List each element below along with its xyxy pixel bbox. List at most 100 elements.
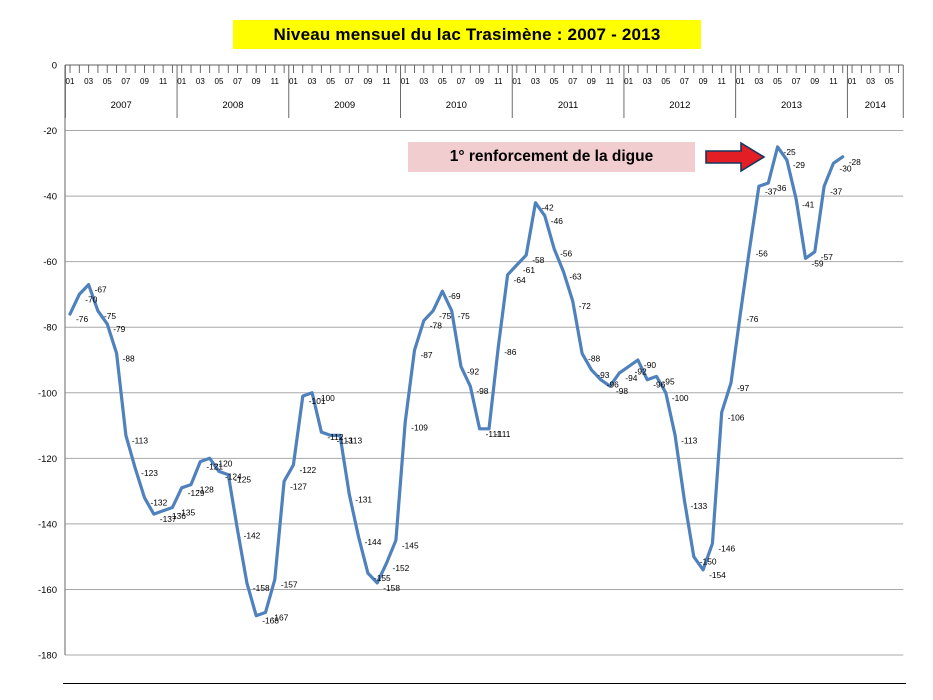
svg-text:-75: -75 — [439, 311, 451, 321]
year-label: 2014 — [865, 100, 886, 111]
svg-text:01: 01 — [401, 77, 410, 86]
svg-text:09: 09 — [699, 77, 708, 86]
svg-text:-40: -40 — [43, 192, 57, 203]
year-label: 2010 — [446, 100, 467, 111]
svg-text:-120: -120 — [216, 458, 233, 468]
svg-text:05: 05 — [215, 77, 224, 86]
data-labels: -76-70-67-75-79-88-113-123-132-137-136-1… — [76, 147, 861, 626]
svg-text:-180: -180 — [38, 651, 57, 662]
svg-text:07: 07 — [233, 77, 242, 86]
svg-text:-121: -121 — [206, 462, 223, 472]
svg-text:-131: -131 — [355, 494, 372, 504]
svg-text:-158: -158 — [253, 583, 270, 593]
annotation-digue: 1° renforcement de la digue — [408, 142, 695, 172]
svg-text:-127: -127 — [290, 481, 307, 491]
svg-text:01: 01 — [66, 77, 75, 86]
svg-text:07: 07 — [457, 77, 466, 86]
svg-text:09: 09 — [363, 77, 372, 86]
svg-text:-61: -61 — [523, 265, 535, 275]
svg-text:05: 05 — [438, 77, 447, 86]
svg-text:03: 03 — [84, 77, 93, 86]
svg-text:-101: -101 — [309, 396, 326, 406]
svg-text:-124: -124 — [225, 471, 242, 481]
svg-text:01: 01 — [624, 77, 633, 86]
svg-text:03: 03 — [866, 77, 875, 86]
svg-text:07: 07 — [568, 77, 577, 86]
svg-text:03: 03 — [196, 77, 205, 86]
svg-text:03: 03 — [419, 77, 428, 86]
svg-text:0: 0 — [52, 61, 57, 72]
svg-text:-25: -25 — [784, 147, 796, 157]
svg-text:05: 05 — [326, 77, 335, 86]
x-axis: 01 03 05 07 09 11 2007 01 03 05 07 09 11 2008 01 03 05 07… — [64, 65, 904, 118]
svg-text:-113: -113 — [346, 435, 362, 445]
year-label: 2013 — [781, 100, 802, 111]
red-arrow-shape — [705, 141, 766, 173]
svg-text:-92: -92 — [467, 367, 479, 377]
svg-text:-56: -56 — [756, 249, 768, 259]
svg-text:-41: -41 — [802, 199, 814, 209]
svg-text:05: 05 — [885, 77, 894, 86]
svg-text:-158: -158 — [383, 583, 400, 593]
svg-text:-76: -76 — [746, 314, 758, 324]
svg-text:-80: -80 — [43, 323, 57, 334]
svg-text:-157: -157 — [281, 580, 298, 590]
svg-text:-122: -122 — [299, 465, 316, 475]
svg-text:-30: -30 — [839, 163, 851, 173]
year-label: 2009 — [334, 100, 355, 111]
svg-text:-28: -28 — [849, 157, 861, 167]
svg-text:-129: -129 — [188, 488, 205, 498]
svg-text:-76: -76 — [76, 314, 88, 324]
svg-text:11: 11 — [271, 77, 280, 86]
svg-text:-88: -88 — [588, 353, 600, 363]
svg-text:-132: -132 — [150, 498, 167, 508]
svg-text:-150: -150 — [700, 557, 717, 567]
svg-text:-36: -36 — [774, 183, 786, 193]
svg-text:-75: -75 — [104, 311, 116, 321]
svg-text:-98: -98 — [616, 386, 628, 396]
svg-text:-100: -100 — [318, 393, 335, 403]
svg-text:-57: -57 — [821, 252, 833, 262]
svg-text:03: 03 — [643, 77, 652, 86]
svg-text:-111: -111 — [495, 429, 511, 439]
svg-text:-123: -123 — [141, 468, 158, 478]
svg-text:-111: -111 — [486, 429, 502, 439]
svg-text:07: 07 — [680, 77, 689, 86]
svg-text:-69: -69 — [448, 291, 460, 301]
svg-text:-94: -94 — [625, 373, 637, 383]
level-line — [68, 145, 845, 618]
svg-text:-100: -100 — [672, 393, 689, 403]
svg-text:-58: -58 — [532, 255, 544, 265]
svg-text:-136: -136 — [169, 511, 186, 521]
svg-text:-64: -64 — [514, 275, 526, 285]
svg-text:-112: -112 — [327, 432, 343, 442]
svg-text:-96: -96 — [607, 380, 619, 390]
svg-text:-113: -113 — [681, 435, 697, 445]
svg-text:07: 07 — [121, 77, 130, 86]
chart-title: Niveau mensuel du lac Trasimène : 2007 -… — [233, 20, 701, 49]
svg-text:-152: -152 — [393, 563, 410, 573]
svg-text:-70: -70 — [85, 294, 97, 304]
svg-text:-133: -133 — [690, 501, 707, 511]
svg-text:09: 09 — [475, 77, 484, 86]
svg-text:07: 07 — [792, 77, 801, 86]
svg-text:-46: -46 — [551, 216, 563, 226]
svg-text:-100: -100 — [38, 388, 57, 399]
svg-text:-168: -168 — [262, 616, 279, 626]
svg-text:-60: -60 — [43, 257, 57, 268]
svg-text:01: 01 — [848, 77, 857, 86]
svg-text:-79: -79 — [113, 324, 125, 334]
svg-text:-146: -146 — [718, 544, 735, 554]
svg-text:01: 01 — [736, 77, 745, 86]
svg-text:-29: -29 — [793, 160, 805, 170]
svg-text:-78: -78 — [430, 321, 442, 331]
year-label: 2007 — [111, 100, 132, 111]
svg-text:-63: -63 — [569, 272, 581, 282]
svg-text:-98: -98 — [476, 386, 488, 396]
svg-text:-86: -86 — [504, 347, 516, 357]
svg-text:11: 11 — [382, 77, 391, 86]
svg-text:-67: -67 — [95, 285, 107, 295]
svg-text:01: 01 — [512, 77, 521, 86]
svg-text:-88: -88 — [123, 353, 135, 363]
svg-text:-113: -113 — [132, 435, 148, 445]
